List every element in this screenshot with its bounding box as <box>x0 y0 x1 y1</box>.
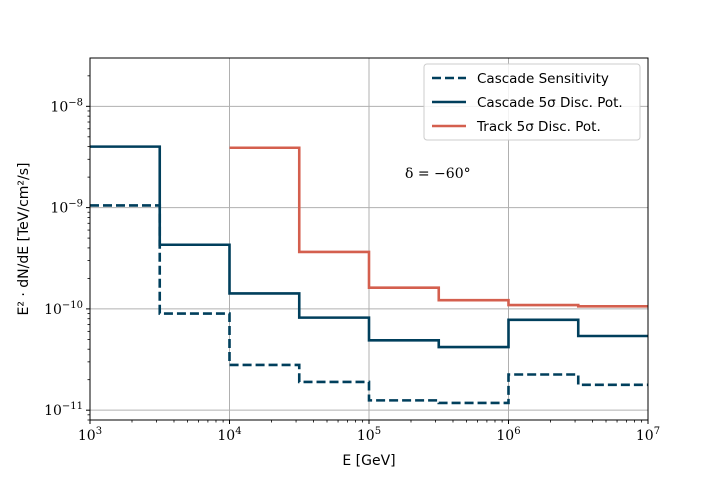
legend-items: Cascade Sensitivity Cascade 5σ Disc. Pot.… <box>432 71 623 135</box>
x-tick-label: 104 <box>217 426 241 444</box>
y-tick-label: 10−8 <box>50 97 83 115</box>
y-tick-label: 10−9 <box>50 199 83 217</box>
series-line-1 <box>90 204 648 405</box>
legend: Cascade Sensitivity Cascade 5σ Disc. Pot.… <box>423 63 641 141</box>
y-tick-label: 10−11 <box>44 401 83 419</box>
series-line-2 <box>90 145 648 349</box>
x-tick-label: 105 <box>357 426 381 444</box>
x-tick-label: 106 <box>496 426 520 444</box>
legend-box <box>423 63 641 141</box>
y-tick-label: 10−10 <box>44 300 83 318</box>
legend-label-2: Cascade 5σ Disc. Pot. <box>477 95 623 111</box>
legend-label-1: Cascade Sensitivity <box>477 71 609 87</box>
series-layer <box>90 145 648 405</box>
legend-label-3: Track 5σ Disc. Pot. <box>476 119 601 135</box>
y-axis-label: E² · dN/dE [TeV/cm²/s] <box>16 162 32 315</box>
ticks: 103 104 105 106 107 10−11 10−10 10−9 10−8 <box>44 75 660 444</box>
x-axis-label: E [GeV] <box>342 453 395 469</box>
series-line-3 <box>229 146 648 308</box>
x-tick-label: 107 <box>636 426 660 444</box>
delta-annotation: δ = −60° <box>405 166 471 182</box>
x-tick-label: 103 <box>78 426 102 444</box>
